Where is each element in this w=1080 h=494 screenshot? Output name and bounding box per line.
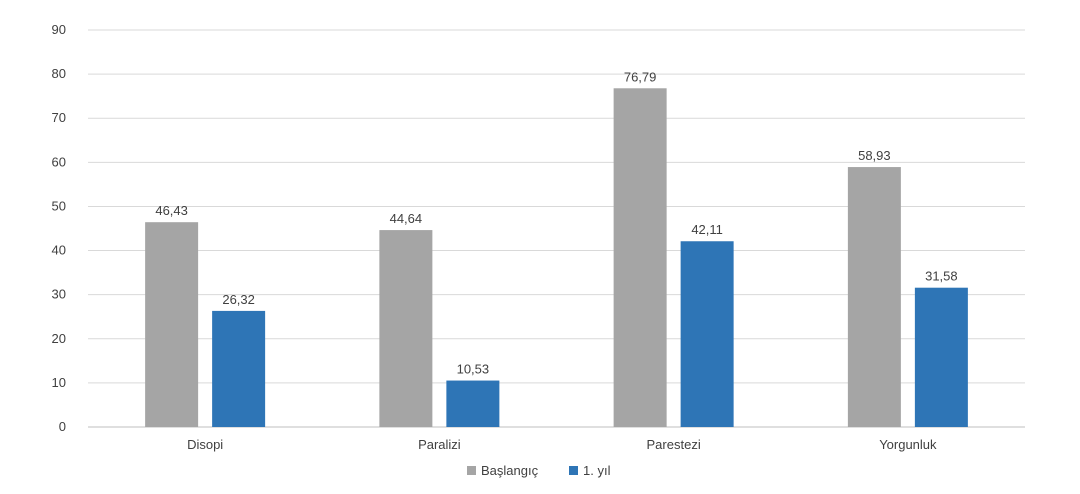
- bar-disopi-series-0: [145, 222, 199, 427]
- x-axis-categories: Disopi Paralizi Parestezi Yorgunluk: [187, 437, 937, 452]
- legend: Başlangıç 1. yıl: [467, 463, 611, 478]
- y-tick-label-50: 50: [52, 198, 66, 213]
- bar-paralizi-series-1: [446, 380, 500, 427]
- legend-swatch-1-yil: [569, 466, 578, 475]
- y-axis-ticks: 0 10 20 30 40 50 60 70 80 90: [52, 22, 66, 434]
- category-label-yorgunluk: Yorgunluk: [879, 437, 937, 452]
- category-label-paralizi: Paralizi: [418, 437, 461, 452]
- category-label-disopi: Disopi: [187, 437, 223, 452]
- data-label-parestezi-series-1: 42,11: [691, 222, 723, 237]
- legend-swatch-baslangic: [467, 466, 476, 475]
- data-label-yorgunluk-series-1: 31,58: [925, 269, 958, 284]
- bars: [145, 88, 968, 427]
- bar-parestezi-series-0: [613, 88, 667, 427]
- y-tick-label-40: 40: [52, 243, 66, 258]
- bar-yorgunluk-series-0: [847, 167, 901, 427]
- data-labels: 46,43 26,32 44,64 10,53 76,79 42,11 58,93 31,58: [155, 69, 957, 376]
- bar-paralizi-series-0: [379, 230, 433, 427]
- data-label-disopi-series-0: 46,43: [155, 203, 188, 218]
- legend-label-1-yil: 1. yıl: [583, 463, 611, 478]
- data-label-paralizi-series-1: 10,53: [457, 362, 490, 377]
- data-label-paralizi-series-0: 44,64: [390, 211, 423, 226]
- y-tick-label-90: 90: [52, 22, 66, 37]
- y-tick-label-0: 0: [59, 419, 66, 434]
- bar-yorgunluk-series-1: [914, 287, 968, 427]
- y-tick-label-80: 80: [52, 66, 66, 81]
- data-label-parestezi-series-0: 76,79: [624, 69, 657, 84]
- y-tick-label-10: 10: [52, 375, 66, 390]
- y-tick-label-30: 30: [52, 287, 66, 302]
- category-label-parestezi: Parestezi: [647, 437, 701, 452]
- bar-parestezi-series-1: [680, 241, 734, 427]
- y-tick-label-20: 20: [52, 331, 66, 346]
- y-tick-label-60: 60: [52, 154, 66, 169]
- data-label-yorgunluk-series-0: 58,93: [858, 148, 891, 163]
- legend-label-baslangic: Başlangıç: [481, 463, 539, 478]
- y-tick-label-70: 70: [52, 110, 66, 125]
- data-label-disopi-series-1: 26,32: [222, 292, 255, 307]
- bar-disopi-series-1: [212, 310, 266, 427]
